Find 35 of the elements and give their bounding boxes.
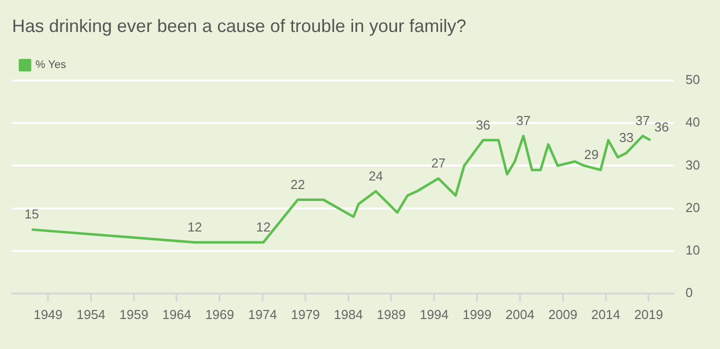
x-tick-label: 1979 [290,306,320,322]
x-tick-label: 1949 [34,306,62,322]
chart-title: Has drinking ever been a cause of trouble in your family? [12,16,466,36]
x-tick-label: 1984 [334,306,363,322]
data-label: 12 [188,219,202,234]
x-tick-label: 1974 [248,306,278,322]
y-tick-label: 30 [686,157,700,172]
x-tick-label: 1969 [205,306,234,322]
y-tick-label: 20 [686,200,700,215]
data-label: 15 [24,206,39,222]
x-tick-label: 2019 [634,306,664,322]
x-tick-label: 1959 [119,306,148,322]
x-tick-label: 2009 [548,306,578,322]
data-label: 24 [368,168,384,184]
x-tick-label: 1954 [76,306,106,322]
y-tick-label: 40 [686,114,700,130]
x-tick-label: 2004 [505,306,534,322]
data-label: 27 [431,156,446,171]
data-label: 22 [290,176,305,192]
x-tick-label: 1994 [420,306,449,322]
y-tick-label: 10 [686,242,700,258]
legend-label: % Yes [36,59,67,72]
data-label: 37 [516,113,531,128]
data-label: 12 [256,219,271,234]
x-tick-label: 1999 [462,306,492,322]
data-label: 37 [635,113,650,128]
x-tick-label: 1989 [376,306,406,322]
x-tick-label: 1964 [162,306,192,322]
data-label: 36 [654,119,669,134]
y-tick-label: 50 [686,72,700,88]
data-label: 36 [476,117,490,132]
data-label: 29 [584,147,599,162]
y-tick-label: 0 [686,284,693,300]
data-label: 33 [619,130,634,146]
x-tick-label: 2014 [591,306,620,322]
